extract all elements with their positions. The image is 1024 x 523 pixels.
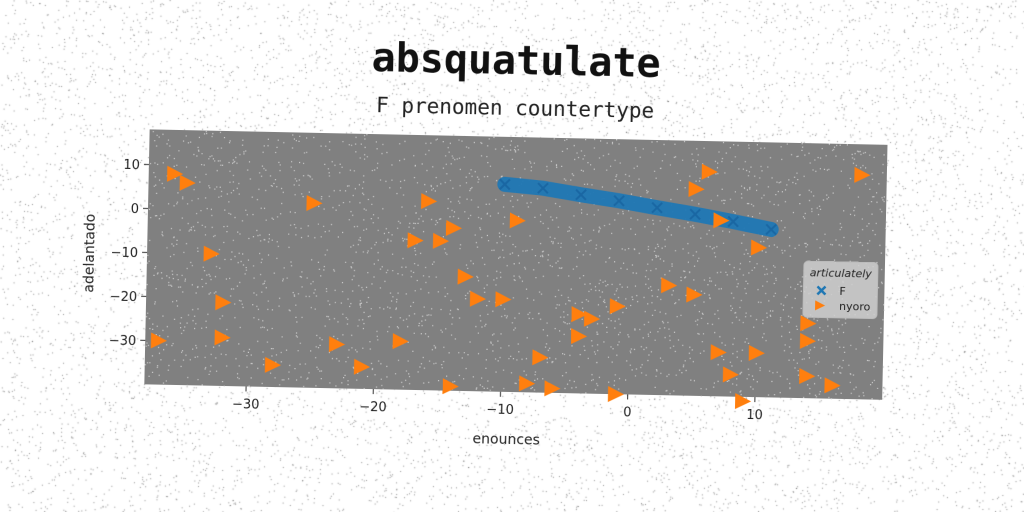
y-tick-label: −20 [110, 290, 138, 306]
y-tick-label: −10 [110, 246, 138, 262]
plot-area [144, 129, 887, 399]
x-axis-label: enounces [472, 431, 540, 448]
y-tick-label: 0 [131, 202, 140, 217]
x-tick-label: −20 [359, 400, 387, 416]
x-tick-label: −30 [232, 397, 260, 413]
x-tick-label: −10 [486, 402, 514, 418]
y-tick-label: −30 [109, 334, 137, 350]
x-tick-label: 10 [746, 408, 763, 423]
legend-title: articulately [810, 266, 873, 280]
legend-label-f: F [839, 285, 846, 298]
y-tick-label: 10 [123, 158, 140, 173]
legend-label-nyoro: nyoro [839, 300, 871, 314]
x-tick-label: 0 [623, 405, 632, 420]
legend: articulately F nyoro [803, 261, 878, 319]
y-axis-label: adelantado [81, 214, 99, 293]
